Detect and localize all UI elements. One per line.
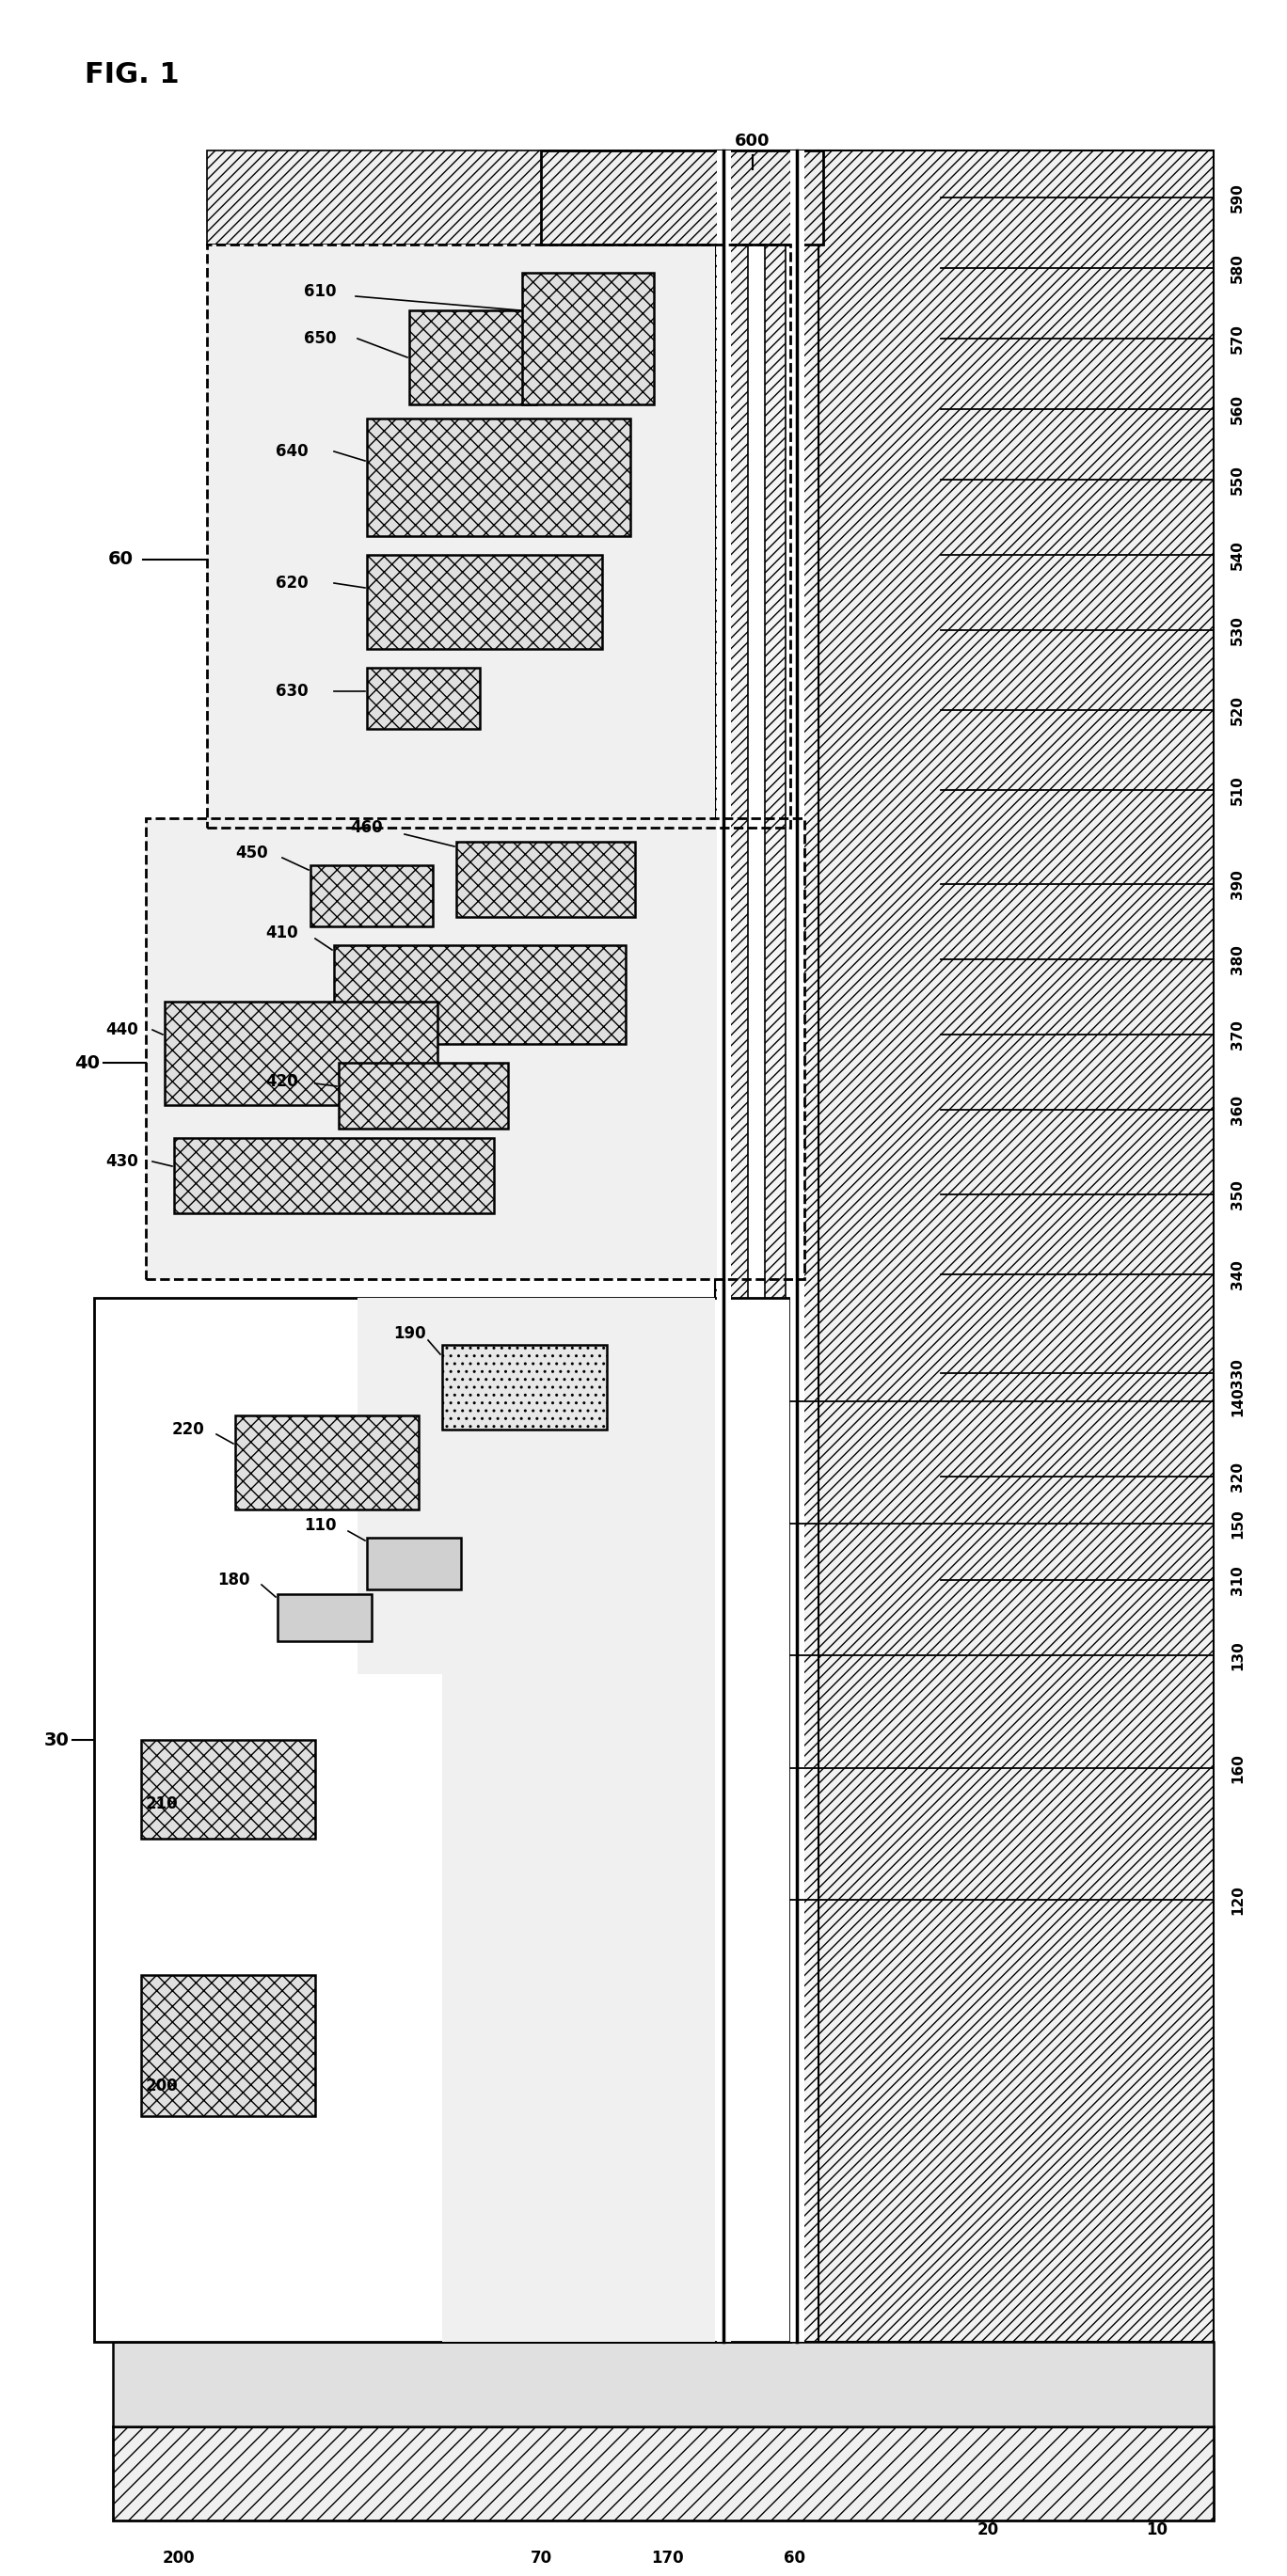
Bar (142, 1976, 315, 2115)
Text: 590: 590 (1230, 183, 1245, 211)
Text: 350: 350 (1230, 1180, 1245, 1208)
Text: 10: 10 (1147, 2522, 1169, 2537)
Text: 220: 220 (171, 1422, 205, 1437)
Bar (790, 149, 804, 2342)
Text: 580: 580 (1230, 252, 1245, 283)
Bar (310, 866, 432, 927)
Text: 360: 360 (1230, 1095, 1245, 1126)
Text: 60: 60 (108, 551, 133, 569)
Bar (94, 1298, 790, 2342)
Text: 110: 110 (304, 1517, 336, 1533)
Text: 20: 20 (977, 2522, 999, 2537)
Text: 150: 150 (1230, 1510, 1245, 1538)
Text: 510: 510 (1230, 775, 1245, 804)
Bar (358, 1298, 716, 1674)
Text: 380: 380 (1230, 945, 1245, 974)
Text: 40: 40 (75, 1054, 100, 1072)
Text: 610: 610 (304, 283, 336, 299)
Bar (819, 149, 1214, 2342)
Text: 190: 190 (393, 1324, 426, 1342)
Text: 60: 60 (784, 2550, 806, 2566)
Bar (785, 149, 803, 2342)
Text: FIG. 1: FIG. 1 (85, 62, 179, 90)
Bar (367, 667, 480, 729)
Text: 630: 630 (275, 683, 308, 701)
Bar (165, 1002, 438, 1105)
Text: 370: 370 (1230, 1020, 1245, 1048)
Bar (142, 1739, 315, 1839)
Bar (113, 2342, 1214, 2427)
Bar (367, 554, 602, 649)
Text: 620: 620 (275, 574, 308, 592)
Text: 650: 650 (304, 330, 336, 348)
Text: 420: 420 (266, 1074, 299, 1090)
Text: 140: 140 (1230, 1386, 1245, 1417)
Text: 550: 550 (1230, 464, 1245, 495)
Text: 70: 70 (530, 2550, 552, 2566)
Text: 180: 180 (218, 1571, 250, 1589)
Text: 430: 430 (106, 1154, 139, 1170)
Text: 330: 330 (1230, 1358, 1245, 1388)
Text: 210: 210 (145, 1795, 179, 1814)
Bar (716, 149, 819, 2342)
Text: 460: 460 (350, 819, 384, 837)
Text: 200: 200 (145, 2076, 179, 2094)
Bar (145, 819, 804, 1280)
Text: 390: 390 (1230, 868, 1245, 899)
Bar (236, 1414, 418, 1510)
Bar (523, 273, 654, 404)
Bar (174, 1139, 494, 1213)
Bar (207, 245, 790, 827)
Bar (207, 149, 790, 245)
Text: 170: 170 (651, 2550, 685, 2566)
Text: 640: 640 (275, 443, 308, 461)
Text: 30: 30 (44, 1731, 69, 1749)
Text: 450: 450 (236, 845, 269, 860)
Text: 200: 200 (162, 2550, 196, 2566)
Bar (367, 1538, 461, 1589)
Text: 520: 520 (1230, 696, 1245, 724)
Bar (541, 149, 824, 245)
Bar (338, 1064, 508, 1128)
Bar (443, 1345, 606, 1430)
Bar (145, 819, 719, 1280)
Text: 410: 410 (266, 925, 299, 940)
Bar (409, 309, 537, 404)
Text: 130: 130 (1230, 1641, 1245, 1669)
Text: 340: 340 (1230, 1260, 1245, 1291)
Bar (278, 1595, 372, 1641)
Text: 310: 310 (1230, 1566, 1245, 1595)
Bar (207, 245, 716, 827)
Text: 160: 160 (1230, 1754, 1245, 1783)
Text: 530: 530 (1230, 616, 1245, 644)
Text: 120: 120 (1230, 1886, 1245, 1914)
Text: 600: 600 (735, 131, 771, 149)
Text: 560: 560 (1230, 394, 1245, 425)
Text: 570: 570 (1230, 325, 1245, 353)
Bar (367, 417, 631, 536)
Bar (335, 945, 625, 1043)
Bar (717, 149, 731, 2342)
Text: 540: 540 (1230, 541, 1245, 569)
Text: 320: 320 (1230, 1461, 1245, 1492)
Bar (457, 842, 634, 917)
Text: 440: 440 (106, 1020, 139, 1038)
Bar (443, 1468, 716, 2342)
Bar (748, 149, 764, 2342)
Bar (113, 2427, 1214, 2519)
